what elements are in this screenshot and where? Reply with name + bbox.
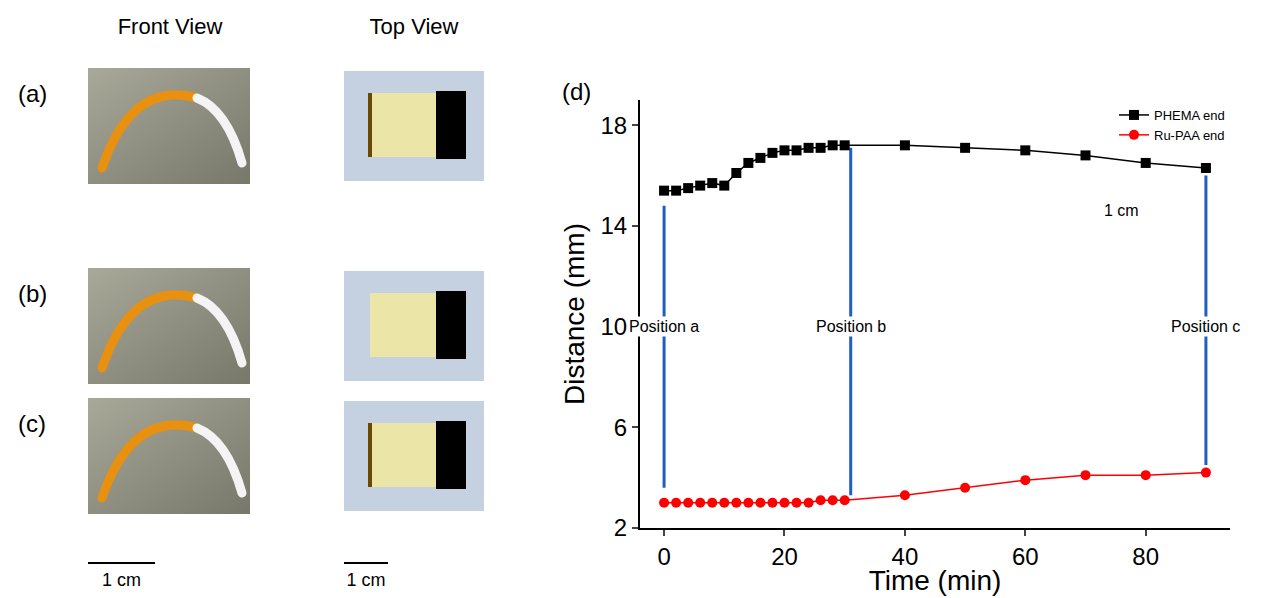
svg-text:6: 6 [614,414,627,441]
svg-text:1 cm: 1 cm [102,570,141,590]
svg-text:Time (min): Time (min) [869,565,1002,596]
svg-text:2: 2 [614,514,627,541]
svg-text:1 cm: 1 cm [346,570,385,590]
svg-text:Top View: Top View [370,14,459,39]
svg-text:PHEMA end: PHEMA end [1154,108,1225,123]
svg-text:Position a: Position a [629,318,699,335]
svg-text:20: 20 [771,543,798,570]
svg-text:0: 0 [657,543,670,570]
svg-text:(b): (b) [18,280,47,307]
svg-text:Front View: Front View [118,14,223,39]
svg-text:Ru-PAA end: Ru-PAA end [1154,128,1225,143]
svg-text:Position b: Position b [816,318,886,335]
html-text:(d): (d) [562,78,592,105]
svg-text:80: 80 [1132,543,1159,570]
svg-text:18: 18 [600,112,627,139]
svg-text:(a): (a) [18,80,47,107]
svg-text:Position c: Position c [1171,318,1240,335]
svg-text:(c): (c) [18,410,46,437]
svg-text:10: 10 [600,313,627,340]
svg-text:40: 40 [892,543,919,570]
svg-text:14: 14 [600,212,627,239]
svg-text:Distance (mm): Distance (mm) [559,223,590,405]
svg-text:1 cm: 1 cm [1104,202,1139,219]
svg-text:60: 60 [1012,543,1039,570]
